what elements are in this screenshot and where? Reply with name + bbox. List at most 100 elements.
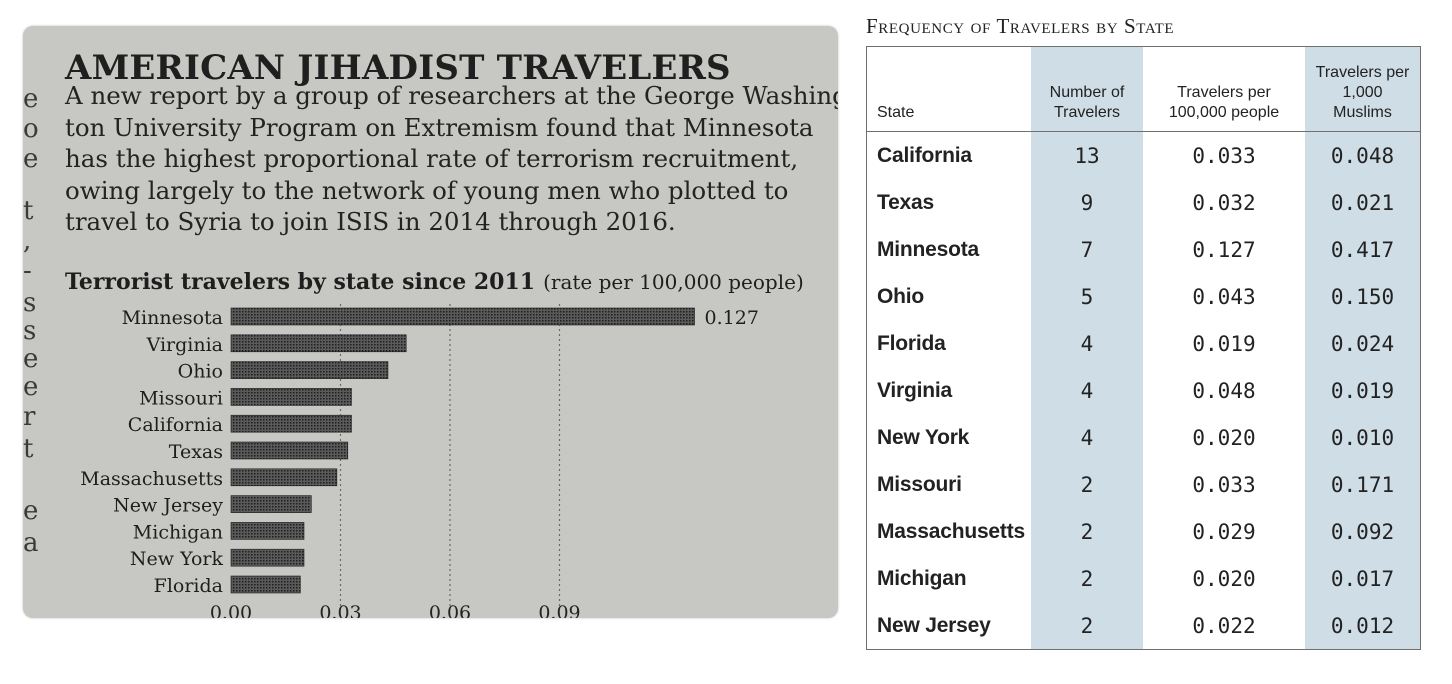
table-row: Texas 9 0.032 0.021	[867, 179, 1421, 226]
table-row: Florida 4 0.019 0.024	[867, 320, 1421, 367]
edge-glyph: s	[23, 316, 37, 346]
edge-glyph: e	[23, 372, 39, 402]
x-tick-label: 0.03	[319, 602, 361, 618]
cell-travelers-per-1000-muslims: 0.024	[1305, 320, 1421, 367]
article-line: travel to Syria to join ISIS in 2014 thr…	[65, 207, 676, 236]
table-row: Missouri 2 0.033 0.171	[867, 461, 1421, 508]
cell-state: Massachusetts	[877, 519, 1025, 543]
chart-category-labels: Minnesota Virginia Ohio Missouri California T…	[80, 307, 223, 597]
cell-number-of-travelers: 9	[1031, 179, 1143, 226]
category-label: Florida	[154, 575, 223, 597]
bar	[230, 468, 338, 487]
cell-number-of-travelers: 4	[1031, 414, 1143, 461]
category-label: New York	[130, 548, 224, 570]
cell-travelers-per-100k: 0.020	[1192, 425, 1256, 450]
header-travelers-per-1000-muslims: Travelers per 1,000 Muslims	[1305, 46, 1421, 132]
chart-subtitle: (rate per 100,000 people)	[543, 270, 804, 294]
edge-glyph: t	[23, 196, 34, 226]
header-number-of-travelers: Number of Travelers	[1031, 46, 1143, 132]
cell-travelers-per-1000-muslims: 0.150	[1305, 273, 1421, 320]
table-row: Massachusetts 2 0.029 0.092	[867, 508, 1421, 555]
category-label: California	[128, 414, 223, 436]
cell-state: Missouri	[877, 472, 962, 496]
category-label: New Jersey	[113, 495, 223, 517]
cell-state: Minnesota	[877, 237, 980, 261]
cell-state: Ohio	[877, 284, 925, 308]
edge-glyph: r	[23, 402, 36, 432]
edge-glyph: a	[23, 528, 39, 558]
bar	[230, 388, 352, 406]
bar	[230, 361, 389, 379]
category-label: Minnesota	[122, 307, 223, 329]
cell-travelers-per-1000-muslims: 0.017	[1305, 555, 1421, 602]
table-body: California 13 0.033 0.048 Texas 9 0.032 0.021 Mi…	[867, 131, 1421, 650]
edge-glyph: e	[23, 144, 39, 174]
cell-travelers-per-100k: 0.029	[1192, 519, 1256, 544]
bar	[230, 575, 301, 594]
edge-glyph: e	[23, 84, 39, 114]
table-row: Ohio 5 0.043 0.150	[867, 273, 1421, 320]
cell-travelers-per-100k: 0.032	[1192, 190, 1256, 215]
cell-state: Florida	[877, 331, 946, 355]
cell-state: New Jersey	[877, 613, 991, 637]
cell-state: Michigan	[877, 566, 967, 590]
cell-number-of-travelers: 7	[1031, 226, 1143, 273]
chart-x-ticks: 0.00 0.03 0.06 0.09	[210, 602, 581, 618]
chart-bars	[230, 307, 695, 594]
x-tick-label: 0.00	[210, 602, 252, 618]
value-label: 0.127	[705, 307, 759, 329]
cell-state: Virginia	[877, 378, 953, 402]
bar	[230, 441, 349, 460]
edge-glyph: e	[23, 496, 39, 526]
edge-glyph: t	[23, 434, 34, 464]
cell-travelers-per-1000-muslims: 0.417	[1305, 226, 1421, 273]
cell-number-of-travelers: 2	[1031, 508, 1143, 555]
table-row: New York 4 0.020 0.010	[867, 414, 1421, 461]
table-row: Michigan 2 0.020 0.017	[867, 555, 1421, 602]
cell-travelers-per-1000-muslims: 0.012	[1305, 602, 1421, 650]
chart-title: Terrorist travelers by state since 2011	[65, 269, 536, 295]
cell-travelers-per-100k: 0.033	[1192, 143, 1256, 168]
cell-number-of-travelers: 2	[1031, 602, 1143, 650]
article-line: owing largely to the network of young me…	[65, 175, 789, 205]
cell-number-of-travelers: 2	[1031, 461, 1143, 508]
cell-travelers-per-100k: 0.019	[1192, 331, 1256, 356]
cell-travelers-per-1000-muslims: 0.048	[1305, 131, 1421, 179]
cell-state: New York	[877, 425, 970, 449]
cell-travelers-per-1000-muslims: 0.092	[1305, 508, 1421, 555]
table-row: Virginia 4 0.048 0.019	[867, 367, 1421, 414]
edge-glyph: -	[23, 256, 32, 286]
category-label: Massachusetts	[80, 468, 223, 490]
cell-travelers-per-100k: 0.033	[1192, 472, 1256, 497]
cell-travelers-per-100k: 0.043	[1192, 284, 1256, 309]
article-line: ton University Program on Extremism foun…	[65, 112, 814, 142]
category-label: Virginia	[146, 334, 223, 356]
cell-travelers-per-100k: 0.127	[1192, 237, 1256, 262]
cell-travelers-per-1000-muslims: 0.010	[1305, 414, 1421, 461]
category-label: Texas	[169, 441, 223, 463]
x-tick-label: 0.06	[429, 602, 471, 618]
header-state: State	[866, 46, 1031, 132]
header-travelers-per-100k: Travelers per 100,000 people	[1143, 46, 1305, 132]
article-title: AMERICAN JIHADIST TRAVELERS	[65, 48, 731, 88]
cell-number-of-travelers: 4	[1031, 367, 1143, 414]
chart-data-labels: 0.127	[705, 307, 759, 329]
category-label: Ohio	[178, 361, 223, 383]
cell-number-of-travelers: 4	[1031, 320, 1143, 367]
table-header-row: State Number of Travelers Travelers per …	[866, 46, 1421, 132]
cell-travelers-per-1000-muslims: 0.019	[1305, 367, 1421, 414]
cell-number-of-travelers: 5	[1031, 273, 1143, 320]
article-line: has the highest proportional rate of ter…	[65, 144, 799, 173]
cell-state: Texas	[877, 190, 934, 214]
chart-heading: Terrorist travelers by state since 2011 (…	[65, 269, 804, 295]
article-line: A new report by a group of researchers a…	[65, 81, 838, 110]
edge-glyph: e	[23, 344, 39, 374]
edge-glyph: ,	[23, 226, 32, 256]
table-row: California 13 0.033 0.048	[867, 131, 1421, 179]
bar	[230, 522, 305, 540]
cell-travelers-per-100k: 0.020	[1192, 566, 1256, 591]
bar-chart: Minnesota Virginia Ohio Missouri California T…	[80, 304, 759, 618]
table-title: Frequency of Travelers by State	[866, 14, 1175, 38]
bar	[230, 414, 352, 433]
x-tick-label: 0.09	[538, 602, 580, 618]
